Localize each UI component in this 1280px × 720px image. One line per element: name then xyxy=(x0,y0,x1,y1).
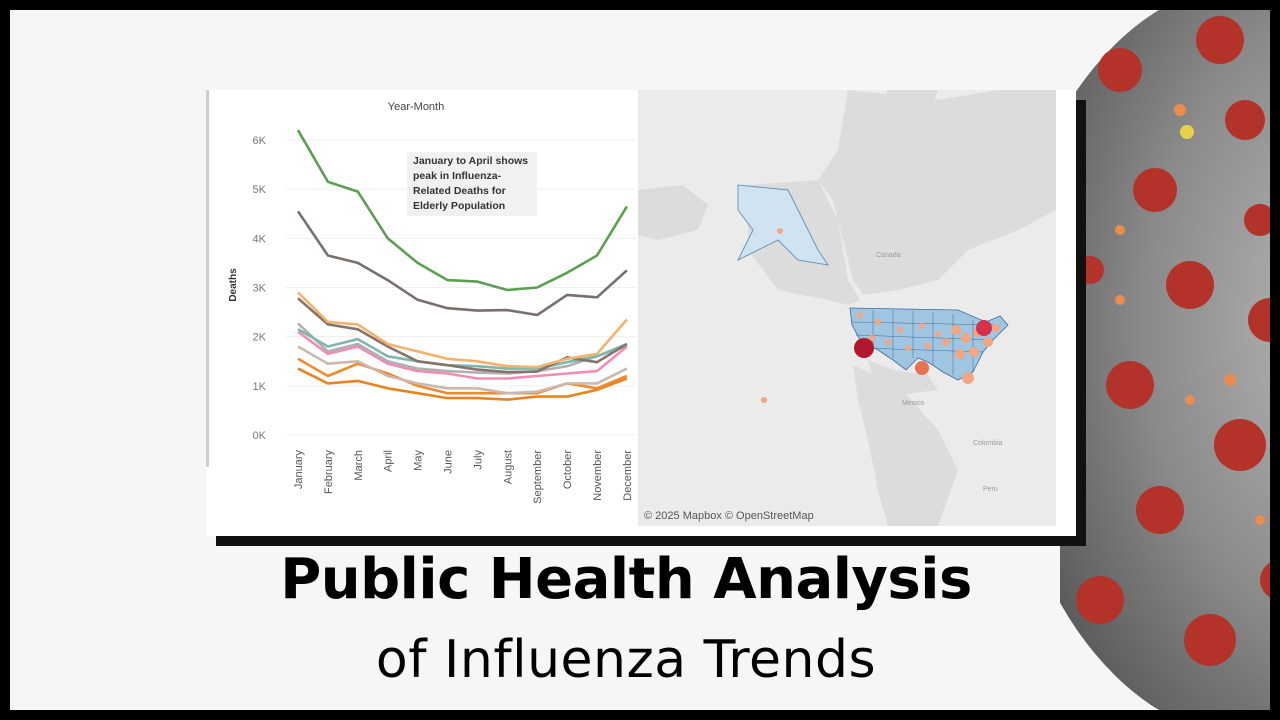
x-tick-labels: January February March April May June July Augu… xyxy=(293,450,634,504)
x-tick-label: November xyxy=(592,450,604,501)
chart-annotation: January to April shows peak in Influenza… xyxy=(407,152,537,216)
y-tick-label: 1K xyxy=(253,381,267,393)
land-asia xyxy=(638,185,708,240)
map-svg xyxy=(638,90,1056,526)
land-greenland xyxy=(878,90,938,130)
x-tick-label: January xyxy=(293,450,305,490)
y-tick-label: 5K xyxy=(253,184,267,196)
state-alaska xyxy=(736,184,830,266)
map-label-canada: Canada xyxy=(876,252,901,259)
line-chart-panel: Year-Month Deaths 0K 1K 2K 3K 4K 5K 6K January… xyxy=(206,90,638,536)
x-tick-label: September xyxy=(532,450,544,504)
series-line xyxy=(297,322,628,375)
dashboard-card: Year-Month Deaths 0K 1K 2K 3K 4K 5K 6K January… xyxy=(206,90,1076,536)
panel-divider xyxy=(206,90,209,467)
x-tick-label: March xyxy=(353,450,365,481)
x-tick-label: October xyxy=(562,450,574,489)
series-line xyxy=(297,345,628,395)
series-lines xyxy=(296,129,629,401)
deaths-line-chart: Year-Month Deaths 0K 1K 2K 3K 4K 5K 6K January… xyxy=(206,90,636,504)
marker-new-york xyxy=(976,320,992,336)
series-line xyxy=(297,330,628,380)
series-line xyxy=(296,129,629,292)
land-caribbean xyxy=(868,360,938,395)
y-tick-label: 2K xyxy=(253,332,267,344)
series-line xyxy=(296,210,628,317)
x-tick-label: May xyxy=(413,450,425,471)
marker-california xyxy=(854,338,874,358)
map-label-mexico: Mexico xyxy=(902,400,925,407)
series-line xyxy=(297,328,628,370)
x-tick-label: July xyxy=(472,450,484,470)
page-subtitle: of Influenza Trends xyxy=(375,630,877,690)
chart-title: Year-Month xyxy=(388,101,444,113)
x-tick-label: June xyxy=(443,450,455,474)
series-line xyxy=(297,367,628,401)
land-south-america xyxy=(853,365,958,526)
x-tick-label: August xyxy=(502,450,514,484)
marker-texas xyxy=(915,361,929,375)
map-attribution: © 2025 Mapbox © OpenStreetMap xyxy=(644,510,814,522)
y-tick-label: 0K xyxy=(253,430,267,442)
marker-alaska xyxy=(777,228,783,234)
slide-frame: Year-Month Deaths 0K 1K 2K 3K 4K 5K 6K January… xyxy=(10,10,1270,710)
y-tick-label: 3K xyxy=(253,283,267,295)
virus-illustration xyxy=(1060,10,1270,710)
x-tick-label: February xyxy=(323,450,335,495)
map-panel[interactable]: Canada Mexico Colombia Peru © 2025 Mapbo… xyxy=(638,90,1056,526)
x-tick-label: December xyxy=(622,450,634,501)
series-line xyxy=(297,291,628,369)
map-label-peru: Peru xyxy=(983,486,998,493)
map-label-colombia: Colombia xyxy=(973,440,1003,447)
y-tick-label: 6K xyxy=(253,135,267,147)
y-axis-label: Deaths xyxy=(228,268,239,302)
x-tick-label: April xyxy=(383,450,395,472)
y-tick-label: 4K xyxy=(253,233,267,245)
land-canada-east xyxy=(818,90,1056,295)
y-tick-labels: 0K 1K 2K 3K 4K 5K 6K xyxy=(253,135,267,442)
page-title: Public Health Analysis xyxy=(280,547,972,612)
